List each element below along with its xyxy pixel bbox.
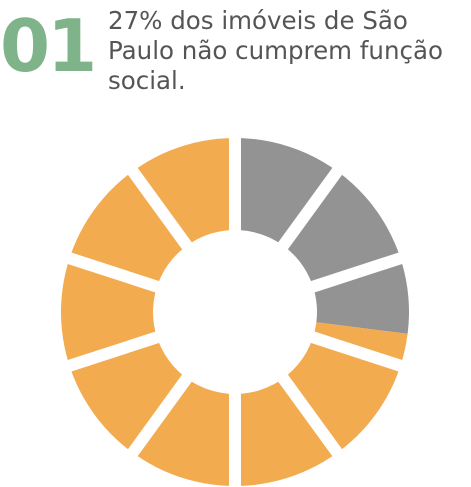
donut-slice-2 — [61, 138, 408, 487]
segment-divider — [63, 251, 163, 294]
segment-divider — [307, 251, 407, 294]
segment-divider — [275, 164, 345, 253]
segment-divider — [307, 330, 407, 373]
segment-divider — [125, 371, 195, 460]
donut-slice-1 — [235, 138, 409, 334]
segment-divider — [63, 330, 163, 373]
headline: 27% dos imóveis de São Paulo não cumprem… — [108, 6, 443, 95]
segment-divider — [125, 164, 195, 253]
item-number: 01 — [0, 4, 97, 88]
segment-divider — [275, 371, 345, 460]
